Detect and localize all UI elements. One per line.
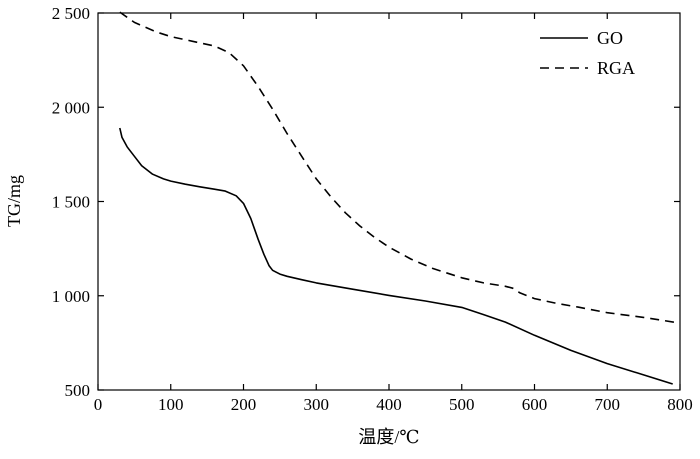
plot-frame bbox=[97, 12, 681, 391]
y-tick-label: 1 500 bbox=[52, 193, 90, 212]
x-tick-label: 600 bbox=[522, 395, 548, 414]
y-tick-label: 1 000 bbox=[52, 287, 90, 306]
y-tick-label: 2 000 bbox=[52, 98, 90, 117]
x-tick-label: 300 bbox=[304, 395, 330, 414]
y-tick-label: 2 500 bbox=[52, 4, 90, 23]
x-tick-label: 100 bbox=[158, 395, 184, 414]
x-tick-label: 500 bbox=[449, 395, 475, 414]
series-layer bbox=[119, 11, 681, 385]
legend: GO RGA bbox=[540, 28, 635, 78]
x-axis-title: 温度/℃ bbox=[358, 427, 419, 447]
y-axis: 500 1 000 1 500 2 000 2 500 bbox=[52, 4, 680, 400]
legend-label-rga: RGA bbox=[597, 58, 635, 78]
x-tick-label: 800 bbox=[667, 395, 693, 414]
legend-label-go: GO bbox=[597, 28, 623, 48]
x-tick-label: 700 bbox=[595, 395, 621, 414]
x-tick-label: 400 bbox=[376, 395, 402, 414]
y-axis-title: TG/mg bbox=[4, 175, 24, 227]
x-tick-label: 0 bbox=[94, 395, 103, 414]
x-axis: 0 100 200 300 400 500 600 700 800 bbox=[94, 13, 693, 414]
series-line-go bbox=[119, 127, 673, 385]
y-tick-label: 500 bbox=[65, 381, 91, 400]
x-tick-label: 200 bbox=[231, 395, 257, 414]
series-line-rga bbox=[119, 11, 681, 324]
